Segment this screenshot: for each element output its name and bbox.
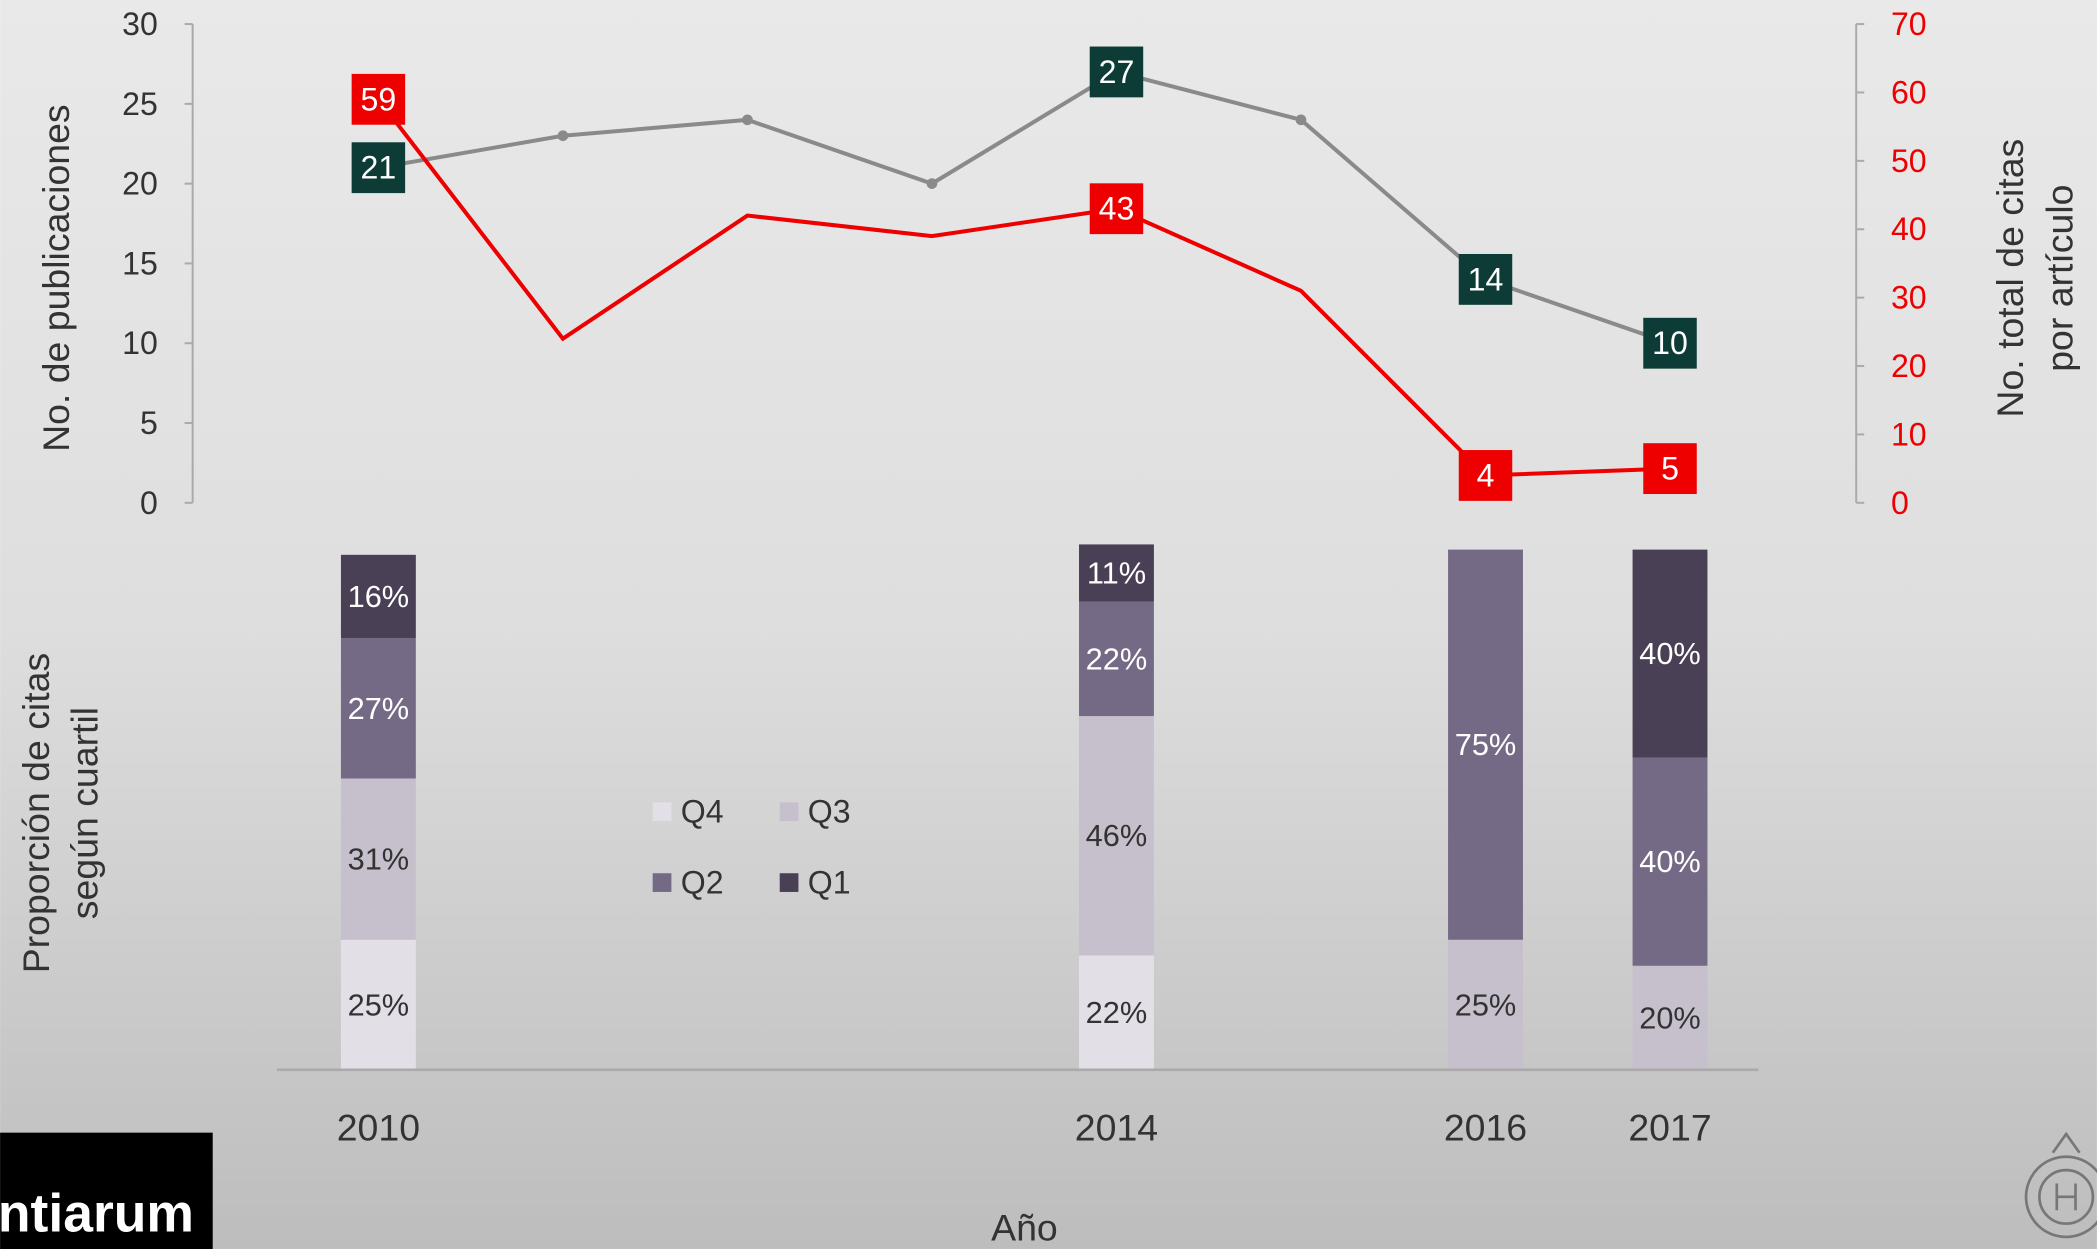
data-label: 27 <box>1099 54 1135 90</box>
bar-segment <box>1448 549 1523 940</box>
data-label: 11% <box>1087 556 1146 591</box>
data-label: 59 <box>361 81 397 117</box>
data-label: 46% <box>1086 818 1148 853</box>
legend-swatch <box>779 873 799 892</box>
legend-swatch <box>779 802 799 822</box>
y-axis-label: Proporción de citas <box>15 653 57 973</box>
x-axis-label: Año <box>991 1207 1058 1249</box>
legend-label: Q4 <box>681 794 724 830</box>
label-box <box>1458 253 1513 305</box>
label-box <box>1089 46 1144 98</box>
y-tick-label: 30 <box>122 6 158 42</box>
x-tick-label: 2017 <box>1628 1106 1711 1148</box>
crest <box>2024 1131 2097 1239</box>
x-tick-label: 2016 <box>1444 1106 1527 1148</box>
bar-segment <box>1079 601 1154 717</box>
bar-segment <box>340 778 416 940</box>
data-label: 22% <box>1086 641 1148 676</box>
data-label: 21 <box>361 150 397 186</box>
line-series <box>378 69 1671 346</box>
label-box <box>1643 317 1697 369</box>
point <box>557 130 569 142</box>
y-tick-label: 20 <box>122 166 158 202</box>
label-box <box>1089 183 1144 235</box>
y2-tick-label: 30 <box>1891 280 1927 316</box>
y2-tick-label: 50 <box>1891 143 1927 179</box>
y-tick-label: 15 <box>122 245 158 281</box>
data-label: 75% <box>1455 727 1517 762</box>
data-label: 14 <box>1468 261 1504 297</box>
data-label: 40% <box>1639 844 1701 879</box>
data-label: 25% <box>1455 987 1517 1022</box>
data-label: 27% <box>348 691 410 726</box>
bar-segment <box>1079 716 1154 956</box>
legend-label: Q2 <box>681 865 724 901</box>
data-label: 22% <box>1086 995 1148 1030</box>
point <box>1295 114 1307 126</box>
label-box <box>1458 450 1513 501</box>
y2-tick-label: 10 <box>1891 416 1927 452</box>
y2-tick-label: 70 <box>1891 6 1927 42</box>
data-label: 25% <box>348 987 410 1022</box>
data-label: 43 <box>1099 191 1135 227</box>
bar-segment <box>340 939 416 1070</box>
point <box>742 114 753 126</box>
y-tick-label: 10 <box>122 325 158 361</box>
y-axis-label: según cuartil <box>63 707 105 919</box>
bar-segment <box>1632 549 1708 758</box>
y-axis-label: No. de publicaciones <box>35 104 77 452</box>
y-tick-label: 25 <box>122 86 158 122</box>
line-series <box>376 98 1671 478</box>
y2-axis-label: No. total de citas <box>1989 139 2031 418</box>
legend-label: Q1 <box>808 865 851 901</box>
label-box <box>351 142 406 194</box>
legend-swatch <box>652 873 672 892</box>
y-tick-label: 0 <box>140 485 158 521</box>
bar-segment <box>1632 757 1708 966</box>
data-label: 5 <box>1661 451 1679 487</box>
y2-tick-label: 0 <box>1891 485 1909 521</box>
y2-tick-label: 40 <box>1891 211 1927 247</box>
legend-label: Q3 <box>808 794 851 830</box>
label-box <box>351 73 406 125</box>
data-label: 31% <box>348 842 410 877</box>
legend-swatch <box>652 802 672 822</box>
bar-segment <box>1079 544 1154 602</box>
data-label: 10 <box>1652 325 1688 361</box>
y2-tick-label: 60 <box>1891 74 1927 110</box>
bar-segment <box>1079 955 1154 1070</box>
bar-segment <box>340 554 416 639</box>
bar-segment <box>1632 965 1708 1070</box>
y2-axis-label: por artículo <box>2038 185 2080 372</box>
data-label: 16% <box>348 579 410 614</box>
y2-tick-label: 20 <box>1891 348 1927 384</box>
point <box>926 178 938 189</box>
bar-segment <box>1448 939 1523 1070</box>
x-tick-label: 2010 <box>337 1106 420 1148</box>
label-box <box>1643 443 1697 495</box>
logo-text: ntiarum <box>0 1185 194 1244</box>
bar-segment <box>340 638 416 779</box>
logo-box <box>0 1132 213 1249</box>
x-tick-label: 2014 <box>1075 1106 1158 1148</box>
data-label: 20% <box>1639 1000 1701 1035</box>
y-tick-label: 5 <box>140 405 158 441</box>
data-label: 4 <box>1477 457 1495 493</box>
data-label: 40% <box>1639 636 1701 671</box>
